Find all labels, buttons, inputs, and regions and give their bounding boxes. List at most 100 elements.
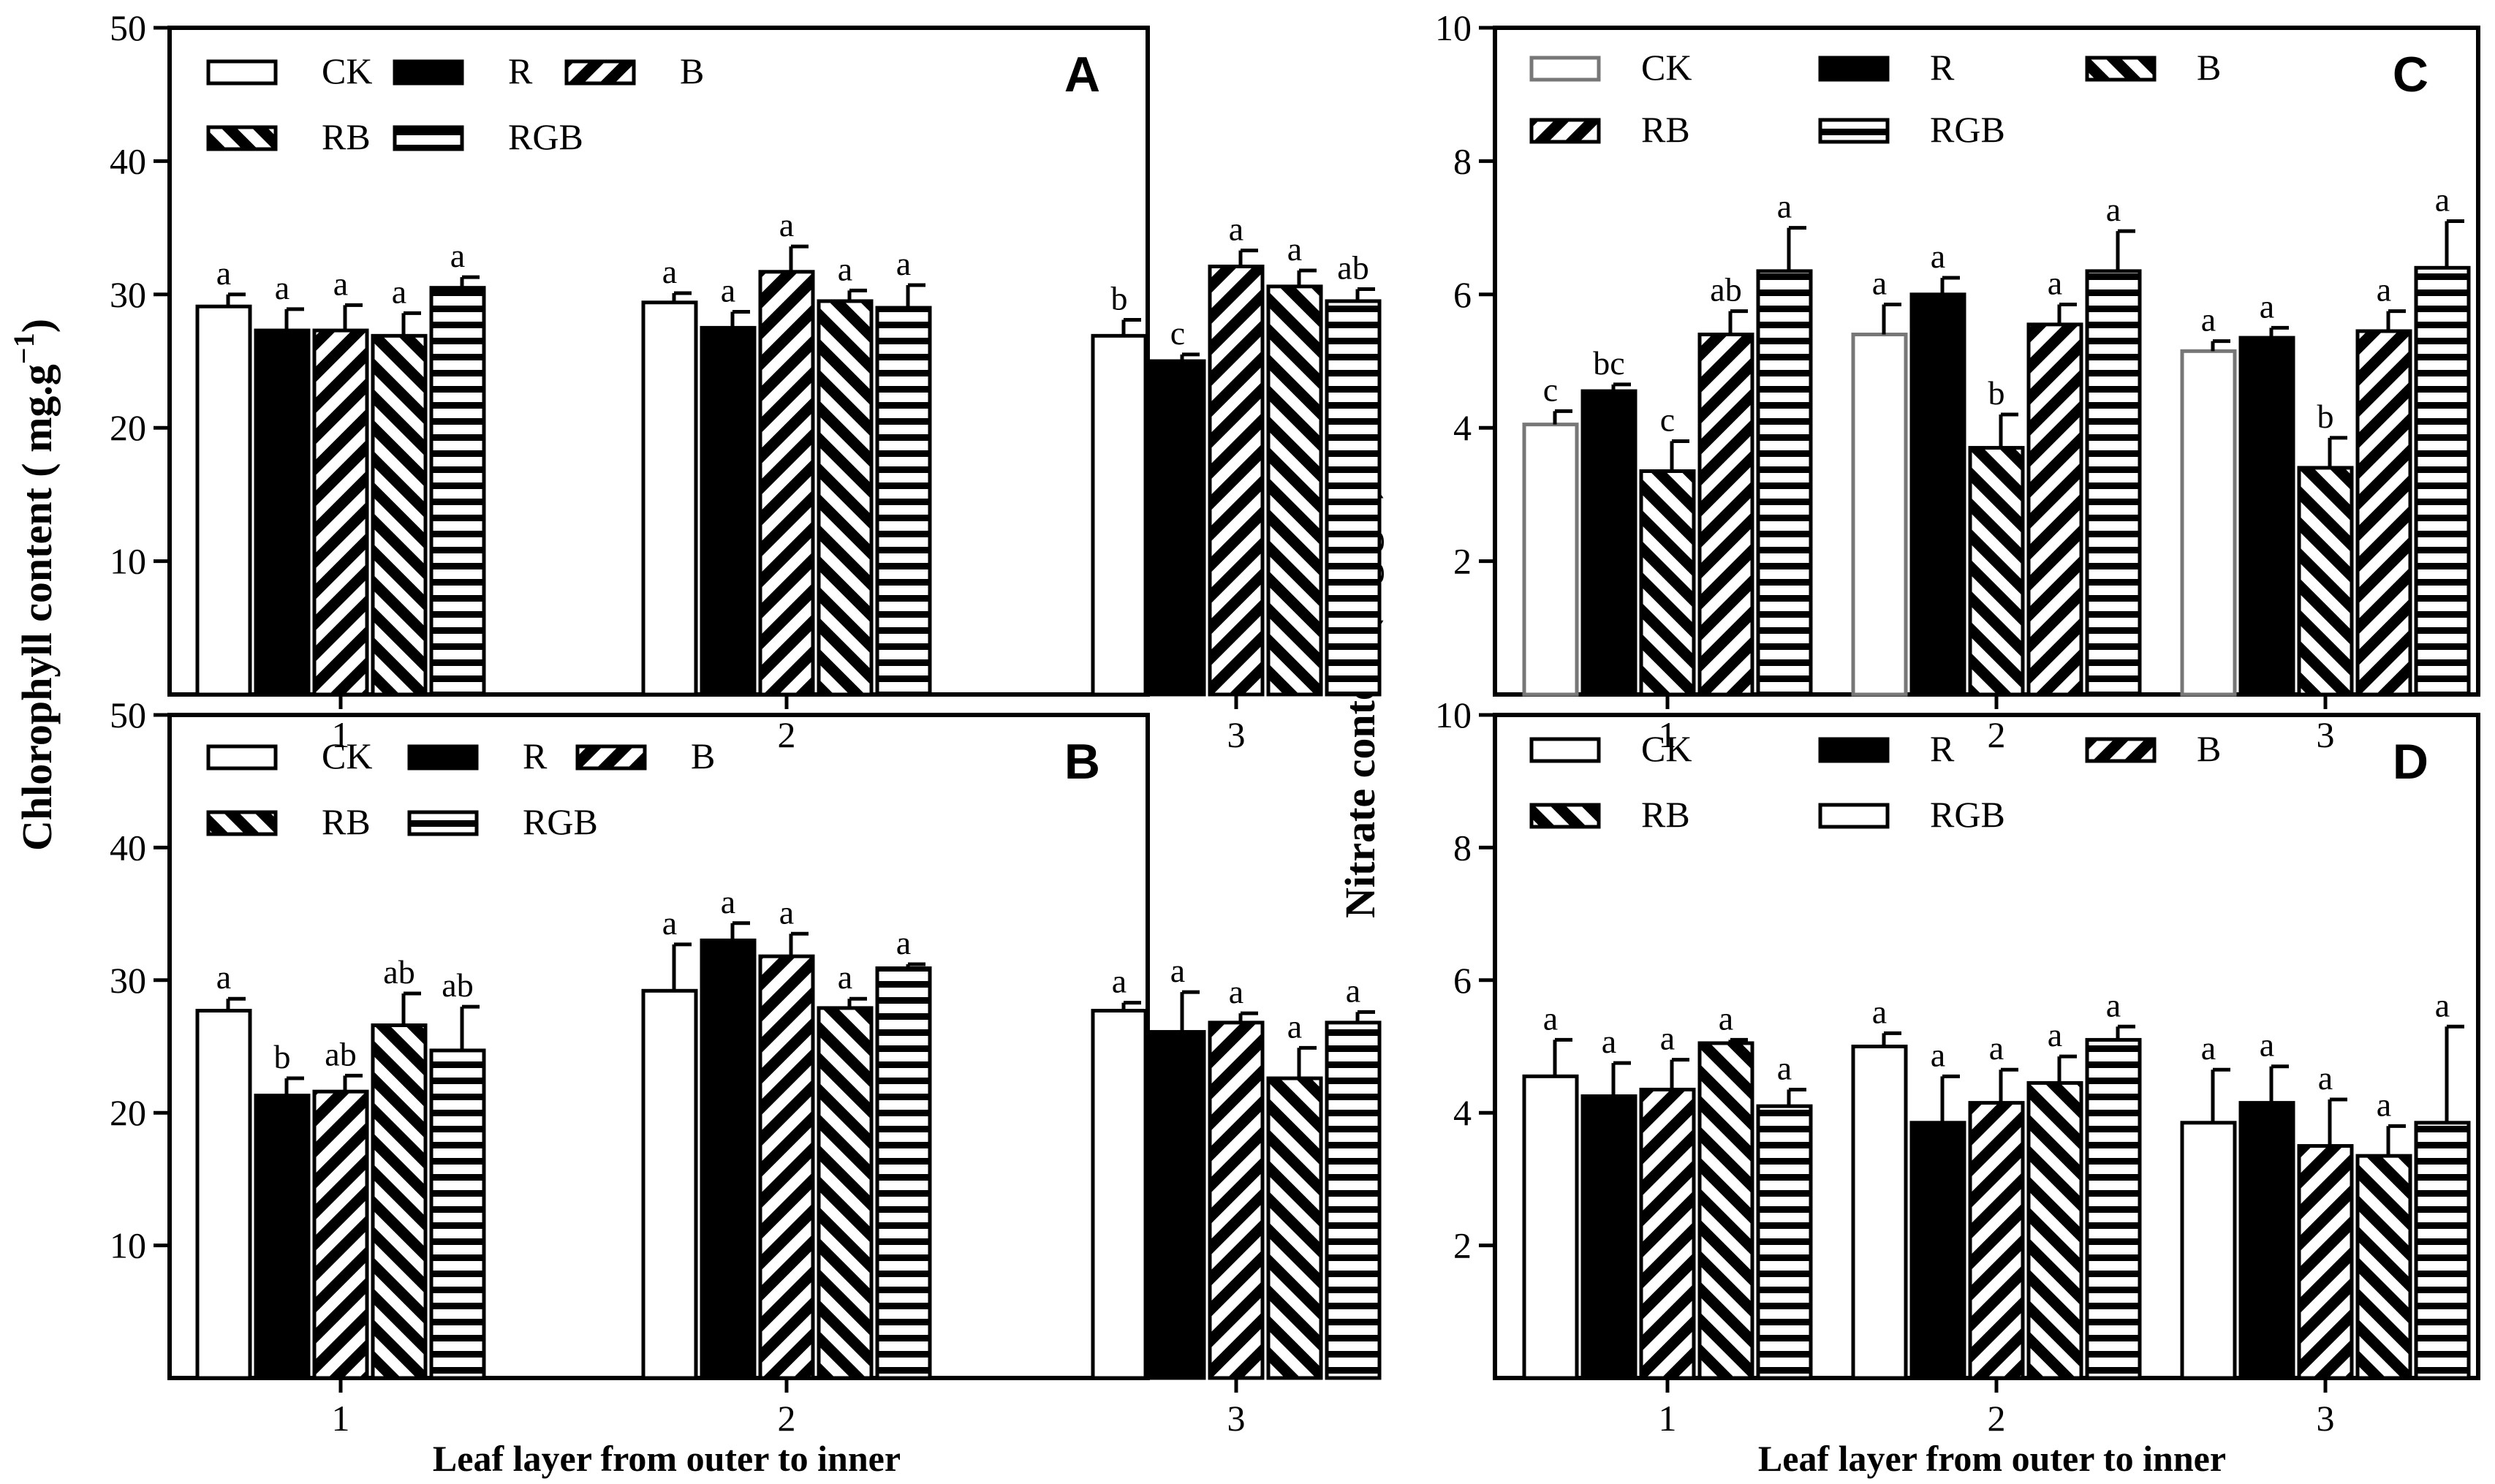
bar-rb	[1697, 1041, 1754, 1380]
legend-label-b: B	[691, 735, 715, 776]
significance-label: a	[1346, 972, 1360, 1009]
y-tick-label: 10	[1435, 7, 1472, 48]
bar-rb	[2026, 322, 2083, 697]
bar-ck	[195, 304, 252, 697]
y-tick-label: 30	[110, 274, 146, 315]
bar-rb	[1266, 284, 1323, 697]
y-tick-label: 10	[110, 1225, 146, 1266]
legend-swatch-b	[2085, 56, 2157, 82]
legend-label-ck: CK	[1641, 728, 1692, 769]
bar-rgb	[429, 1048, 486, 1380]
bar-r	[2238, 336, 2295, 697]
x-tick-label: 3	[1227, 714, 1246, 755]
significance-label: ab	[1710, 271, 1741, 308]
bar-rb	[1697, 333, 1754, 697]
legend-label-r: R	[1930, 47, 1955, 88]
y-tick-label: 50	[110, 7, 146, 48]
legend-swatch-rgb	[407, 810, 479, 836]
bar-ck	[1091, 1009, 1148, 1380]
significance-label: a	[779, 893, 794, 931]
x-tick-label: 2	[778, 1398, 796, 1439]
x-tick-label: 3	[1227, 1398, 1246, 1439]
y-tick-label: 50	[110, 694, 146, 735]
bar-rgb	[1756, 1104, 1813, 1380]
y-tick-label: 10	[110, 541, 146, 582]
bar-ck	[641, 988, 698, 1380]
legend-label-ck: CK	[322, 50, 372, 91]
significance-label: a	[1872, 264, 1887, 301]
significance-label: a	[1931, 238, 1945, 275]
y-tick-label: 40	[110, 140, 146, 181]
significance-label: a	[2260, 287, 2274, 325]
bar-r	[1909, 1121, 1966, 1380]
bar-b	[2297, 1144, 2354, 1380]
y-tick-label: 2	[1453, 1225, 1472, 1266]
bar-b	[758, 270, 815, 697]
legend-label-b: B	[2197, 47, 2221, 88]
bar-r	[1909, 292, 1966, 697]
bar-b	[312, 1089, 369, 1380]
x-tick-label: 1	[1659, 1398, 1677, 1439]
legend-label-b: B	[680, 50, 704, 91]
significance-label: a	[662, 904, 677, 942]
significance-label: c	[1170, 314, 1185, 352]
bar-r	[2238, 1101, 2295, 1380]
significance-label: a	[1287, 1007, 1302, 1045]
legend-swatch-r	[393, 59, 464, 86]
significance-label: ab	[442, 966, 473, 1004]
legend-label-rgb: RGB	[523, 801, 598, 842]
significance-label: a	[1602, 1023, 1616, 1060]
significance-label: a	[2318, 1059, 2333, 1097]
significance-label: a	[216, 254, 231, 292]
significance-label: a	[333, 265, 348, 302]
significance-label: a	[1931, 1036, 1945, 1073]
bar-b	[1968, 1101, 2025, 1380]
significance-label: bc	[1593, 344, 1624, 382]
legend-swatch-r	[407, 744, 479, 771]
significance-label: a	[2106, 986, 2121, 1023]
significance-label: a	[1777, 1049, 1792, 1086]
legend-label-b: B	[2197, 728, 2221, 769]
legend-swatch-rgb	[393, 125, 464, 151]
bar-r	[254, 1094, 311, 1380]
legend-label-rgb: RGB	[1930, 794, 2005, 835]
legend-label-rb: RB	[1641, 109, 1690, 150]
bar-ck	[1522, 423, 1579, 697]
xlabel-right: Leaf layer from outer to inner	[1758, 1438, 2226, 1479]
significance-label: a	[2377, 1086, 2391, 1123]
y-tick-label: 6	[1453, 960, 1472, 1001]
significance-label: a	[450, 237, 465, 274]
bar-ck	[2180, 349, 2237, 697]
significance-label: a	[2260, 1026, 2274, 1064]
legend-swatch-rb	[1529, 803, 1601, 829]
significance-label: a	[1543, 999, 1558, 1037]
bar-b	[1208, 1021, 1265, 1380]
legend-label-rgb: RGB	[508, 116, 583, 157]
y-tick-label: 4	[1453, 1092, 1472, 1133]
y-tick-label: 30	[110, 960, 146, 1001]
legend-label-rgb: RGB	[1930, 109, 2005, 150]
bar-r	[1580, 1094, 1638, 1380]
significance-label: b	[274, 1038, 291, 1075]
significance-label: a	[721, 272, 735, 309]
significance-label: a	[1170, 952, 1185, 989]
significance-label: a	[216, 958, 231, 996]
significance-label: ab	[383, 953, 414, 991]
legend-swatch-rgb	[1818, 118, 1890, 144]
significance-label: a	[2048, 1016, 2062, 1053]
legend-label-r: R	[523, 735, 548, 776]
bar-rb	[371, 1023, 428, 1380]
significance-label: a	[392, 273, 406, 310]
significance-label: a	[1872, 993, 1887, 1030]
bar-rgb	[2414, 265, 2471, 697]
legend-label-rb: RB	[322, 116, 371, 157]
legend-swatch-r	[1818, 56, 1890, 82]
bar-b	[312, 328, 369, 697]
legend-label-rb: RB	[1641, 794, 1690, 835]
significance-label: a	[2435, 986, 2450, 1023]
legend-swatch-rb	[206, 125, 278, 151]
y-tick-label: 8	[1453, 827, 1472, 868]
x-tick-label: 1	[332, 714, 350, 755]
significance-label: a	[1719, 999, 1733, 1037]
